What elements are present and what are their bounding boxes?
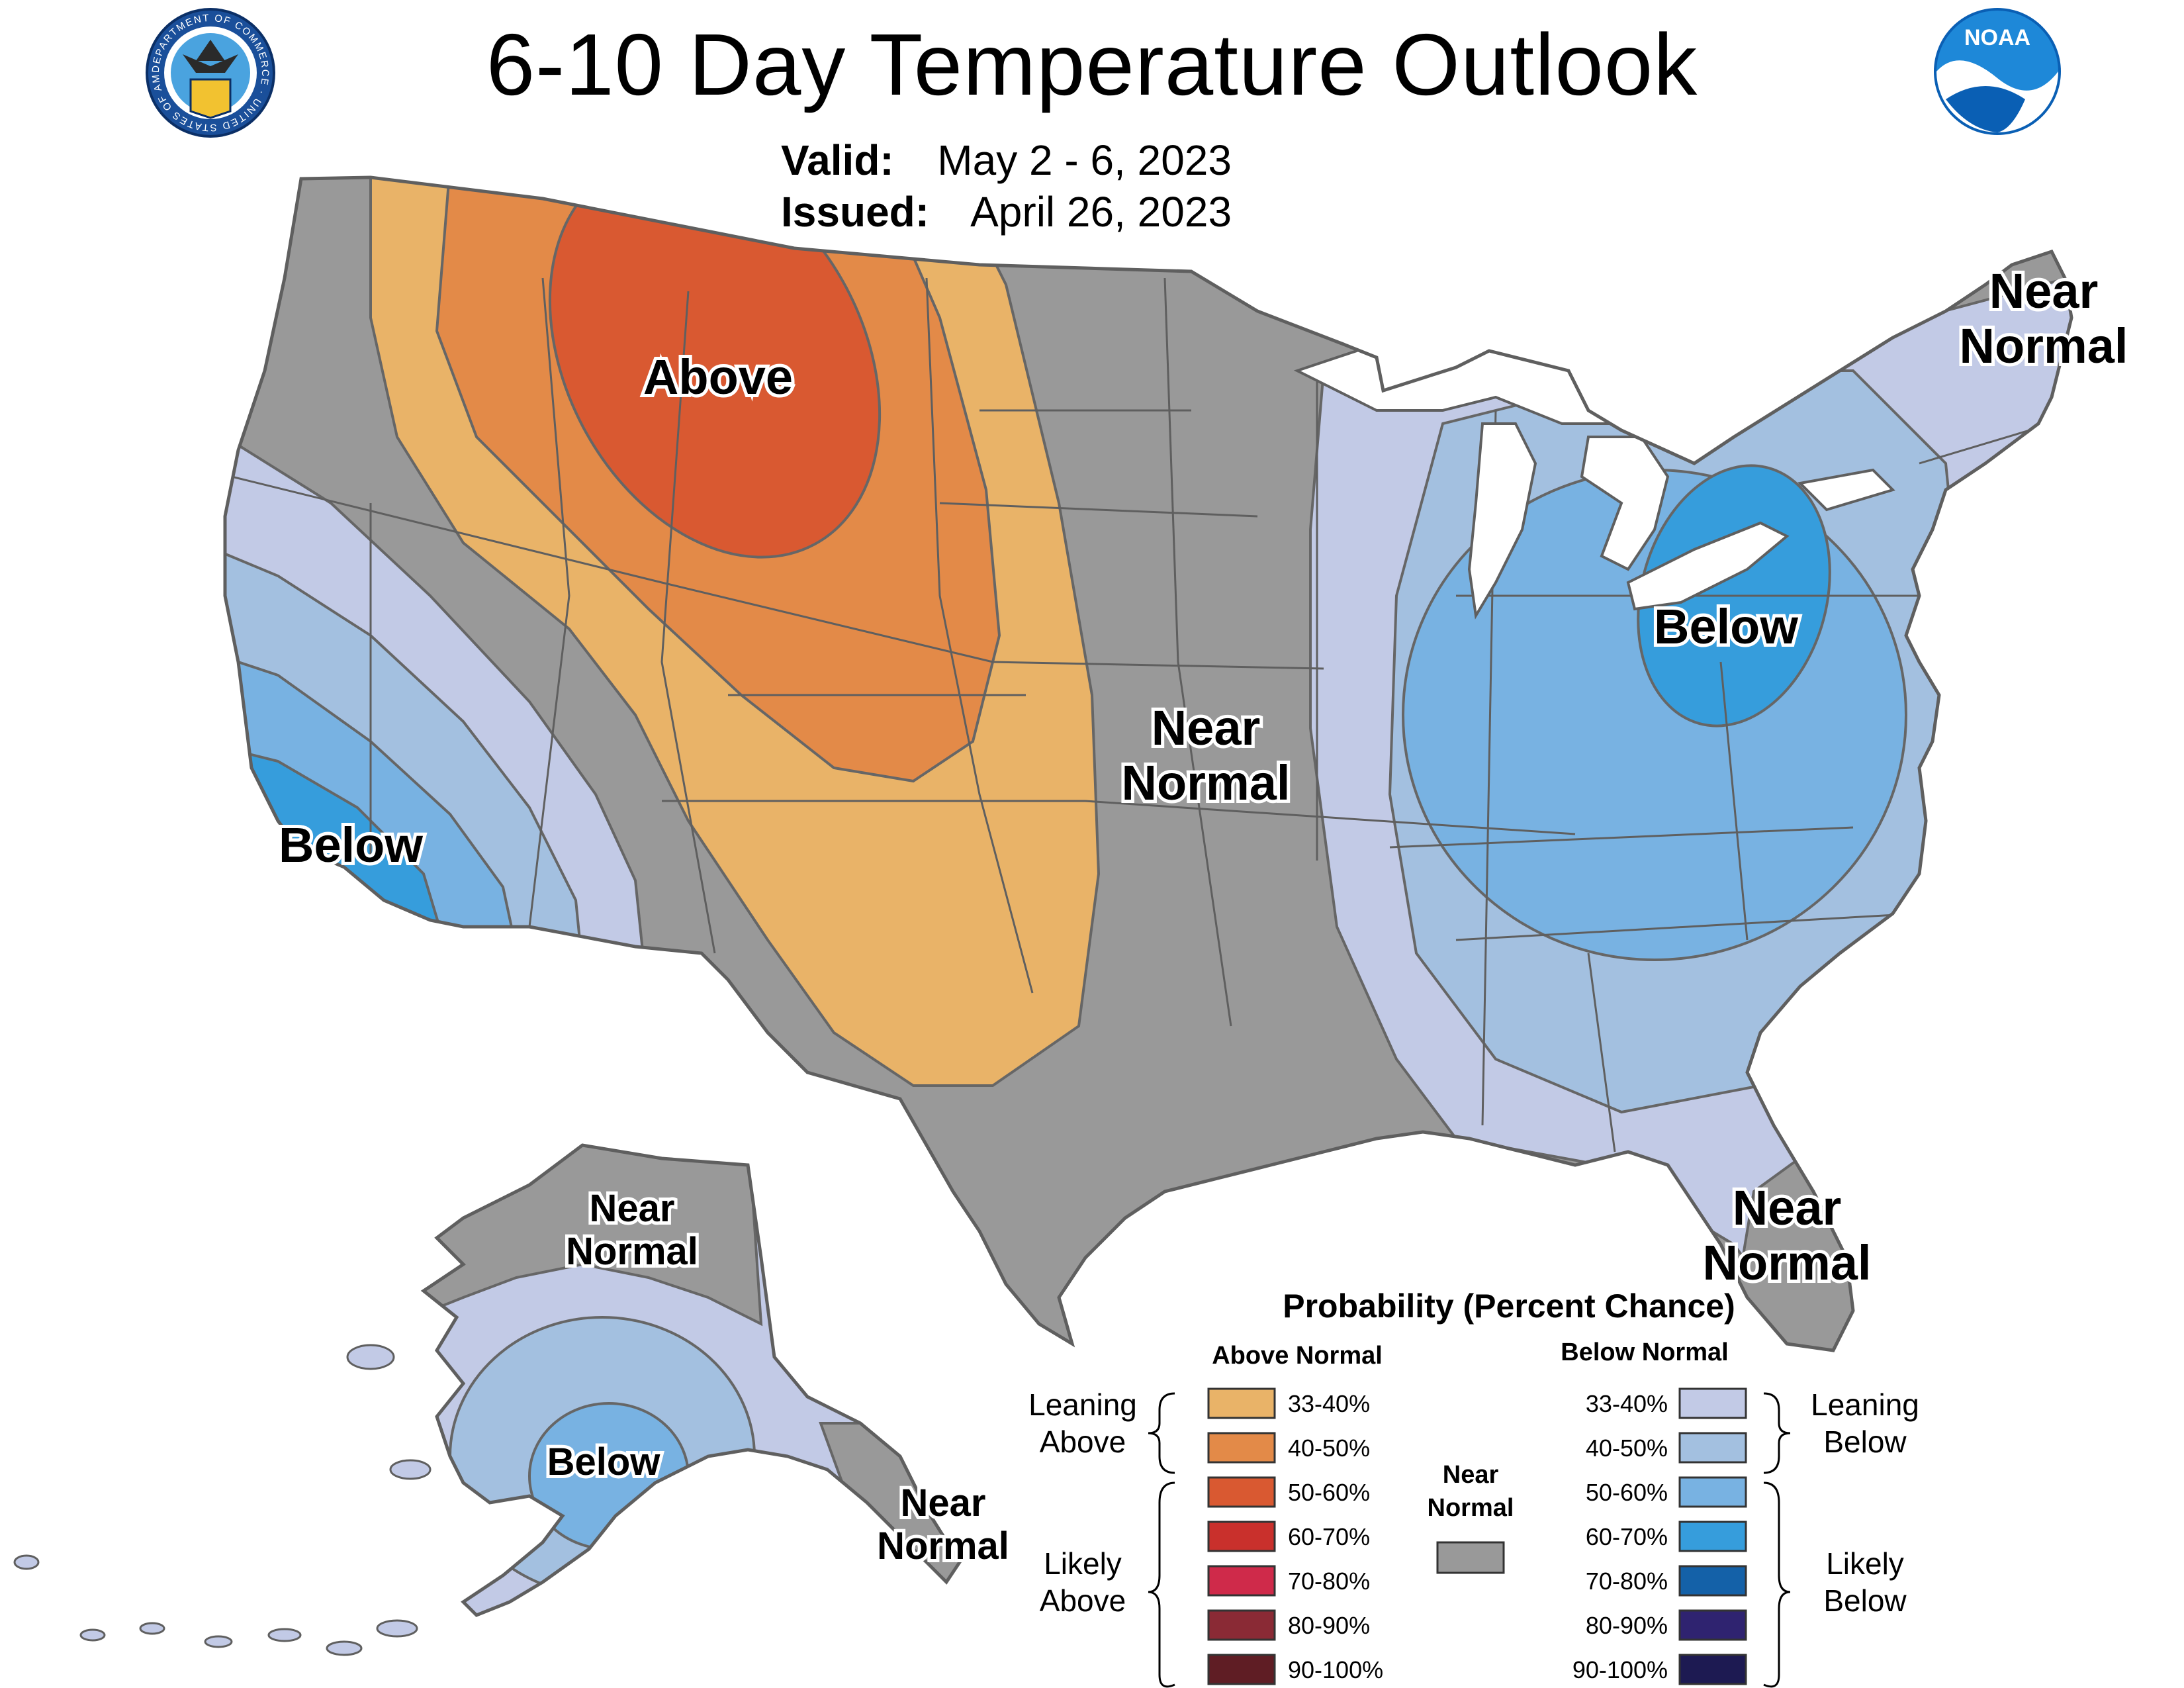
legend-above-label-6: 90-100%: [1288, 1656, 1383, 1683]
likely-above-line2: Above: [1040, 1583, 1126, 1618]
region-label-line: Normal: [877, 1524, 1009, 1568]
legend-below-label-0: 33-40%: [1586, 1390, 1668, 1417]
valid-dates: May 2 - 6, 2023: [937, 136, 1232, 184]
legend-above-swatch-1: [1207, 1432, 1276, 1464]
legend-above-swatches: 33-40% 40-50% 50-60% 60-70% 70-80% 80-90% 90-1…: [1207, 1387, 1383, 1685]
above-50-60-band: [548, 177, 882, 559]
legend-above-header: Above Normal: [1212, 1342, 1383, 1370]
valid-line: Valid: May 2 - 6, 2023: [781, 136, 1232, 185]
region-label-line: Below: [1654, 599, 1798, 654]
legend-below-label-4: 70-80%: [1586, 1568, 1668, 1595]
region-label-line: Near: [1152, 700, 1261, 755]
issued-label: Issued:: [781, 188, 930, 236]
legend-below-swatches: 33-40% 40-50% 50-60% 60-70% 70-80% 80-90% 90-1…: [1572, 1387, 1747, 1685]
legend-above-label-4: 70-80%: [1288, 1568, 1370, 1595]
noaa-logo: NOAA: [1934, 8, 2061, 135]
legend-below-swatch-0: [1678, 1387, 1747, 1419]
region-label-line: Normal: [1122, 755, 1291, 810]
legend-near-label-line2: Normal: [1428, 1494, 1514, 1522]
region-label-line: Normal: [1703, 1235, 1872, 1290]
likely-below-line1: Likely: [1826, 1546, 1904, 1581]
likely-above-line1: Likely: [1044, 1546, 1122, 1581]
lake-huron: [1580, 436, 1670, 571]
legend-near-normal: Near Normal: [1428, 1461, 1514, 1574]
legend-above-swatch-4: [1207, 1565, 1276, 1597]
legend-title: Probability (Percent Chance): [1283, 1288, 1735, 1325]
valid-label: Valid:: [781, 136, 894, 184]
region-label-line: Near: [590, 1187, 675, 1230]
legend-below-label-3: 60-70%: [1586, 1523, 1668, 1550]
region-label-line: Normal: [1960, 318, 2128, 373]
region-label-line: Near: [1733, 1180, 1842, 1235]
legend-above-label-2: 50-60%: [1288, 1479, 1370, 1506]
legend-below-label-5: 80-90%: [1586, 1612, 1668, 1639]
region-label-ohio-below: Below: [1654, 599, 1798, 654]
lake-erie: [1626, 521, 1790, 611]
region-label-line: Near: [1989, 263, 2099, 318]
region-label-alaska-north-near-normal: Near Normal: [566, 1187, 698, 1273]
region-label-line: Near: [901, 1481, 986, 1524]
noaa-logo-text: NOAA: [1964, 25, 2030, 50]
legend-near-label-line1: Near: [1443, 1461, 1499, 1489]
region-label-new-england-near-normal: Near Normal: [1960, 263, 2128, 373]
legend-above-swatch-3: [1207, 1521, 1276, 1552]
region-label-alaska-below: Below: [547, 1440, 661, 1483]
legend-below-label-1: 40-50%: [1586, 1434, 1668, 1462]
likely-below-line2: Below: [1823, 1583, 1907, 1618]
legend-below-swatch-5: [1678, 1609, 1747, 1641]
issued-date: April 26, 2023: [970, 188, 1232, 236]
region-label-california-below: Below: [279, 818, 423, 872]
legend-below-swatch-6: [1678, 1654, 1747, 1685]
region-label-alaska-southeast-near-normal: Near Normal: [877, 1481, 1009, 1568]
lake-ontario: [1797, 468, 1895, 512]
legend-above-label-1: 40-50%: [1288, 1434, 1370, 1462]
region-label-line: Below: [279, 818, 423, 872]
leaning-below-line2: Below: [1823, 1425, 1907, 1459]
legend-above-swatch-6: [1207, 1654, 1276, 1685]
legend-below-swatch-1: [1678, 1432, 1747, 1464]
legend-near-swatch: [1436, 1541, 1505, 1574]
legend-below-label-2: 50-60%: [1586, 1479, 1668, 1506]
region-label-line: Below: [547, 1440, 661, 1483]
legend-below-swatch-4: [1678, 1565, 1747, 1597]
region-label-central-near-normal: Near Normal: [1122, 700, 1291, 810]
region-label-west-above: Above: [643, 350, 793, 404]
region-label-florida-near-normal: Near Normal: [1703, 1180, 1872, 1290]
legend-below-header: Below Normal: [1561, 1338, 1728, 1366]
leaning-above-line2: Above: [1040, 1425, 1126, 1459]
leaning-above-line1: Leaning: [1028, 1387, 1137, 1422]
map-title: 6-10 Day Temperature Outlook: [486, 16, 1698, 113]
legend-below-label-6: 90-100%: [1572, 1656, 1668, 1683]
legend-above-swatch-0: [1207, 1387, 1276, 1419]
region-label-line: Above: [643, 350, 793, 404]
legend-above-label-3: 60-70%: [1288, 1523, 1370, 1550]
legend-above-label-0: 33-40%: [1288, 1390, 1370, 1417]
legend-above-swatch-2: [1207, 1476, 1276, 1508]
aleutian-islands: [13, 1344, 432, 1656]
legend-below-swatch-3: [1678, 1521, 1747, 1552]
department-of-commerce-seal: DEPARTMENT OF COMMERCE · UNITED STATES O…: [0, 0, 275, 138]
issued-line: Issued: April 26, 2023: [781, 187, 1232, 236]
leaning-below-line1: Leaning: [1811, 1387, 1919, 1422]
region-label-line: Normal: [566, 1230, 698, 1273]
legend-below-swatch-2: [1678, 1476, 1747, 1508]
legend-braces: [1148, 1392, 1791, 1688]
lake-michigan: [1467, 422, 1537, 620]
legend-above-label-5: 80-90%: [1288, 1612, 1370, 1639]
probability-legend: Probability (Percent Chance) Above Norma…: [1028, 1288, 1919, 1688]
legend-above-swatch-5: [1207, 1609, 1276, 1641]
